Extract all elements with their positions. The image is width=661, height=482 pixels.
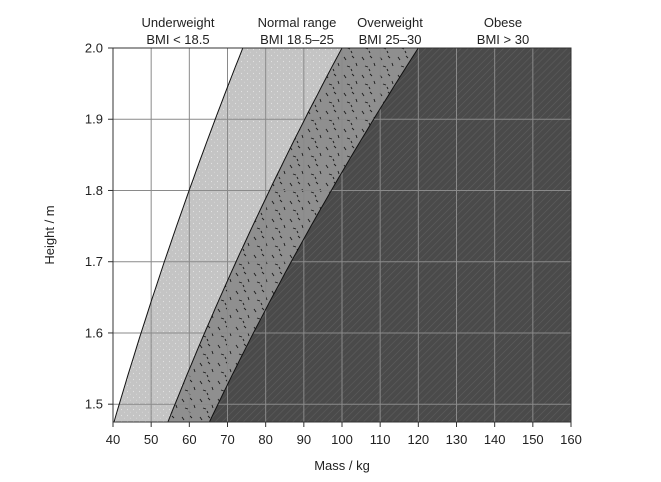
x-tick-label: 120 [407, 432, 429, 447]
x-tick-label: 40 [106, 432, 120, 447]
y-tick-label: 2.0 [85, 41, 103, 56]
x-tick-label: 50 [144, 432, 158, 447]
region-label-range: BMI > 30 [477, 32, 529, 47]
region-label-range: BMI < 18.5 [146, 32, 209, 47]
x-tick-label: 140 [484, 432, 506, 447]
region-label-name: Underweight [142, 15, 215, 30]
x-tick-label: 60 [182, 432, 196, 447]
x-tick-label: 130 [446, 432, 468, 447]
bmi-boundary-25 [167, 48, 343, 422]
region-label-name: Obese [484, 15, 522, 30]
y-tick-label: 1.5 [85, 397, 103, 412]
region-label-name: Normal range [258, 15, 337, 30]
region-overweight [167, 48, 419, 422]
x-tick-label: 160 [560, 432, 582, 447]
x-tick-label: 90 [297, 432, 311, 447]
x-axis-title: Mass / kg [314, 458, 370, 473]
region-label-range: BMI 25–30 [359, 32, 422, 47]
x-tick-label: 70 [220, 432, 234, 447]
region-underweight [113, 48, 243, 422]
x-tick-label: 100 [331, 432, 353, 447]
region-obese [209, 48, 571, 422]
y-tick-label: 1.8 [85, 183, 103, 198]
y-axis-title: Height / m [42, 205, 57, 264]
bmi-boundary-18-5 [113, 48, 244, 422]
x-tick-label: 150 [522, 432, 544, 447]
bmi-boundary-30 [208, 48, 419, 422]
y-tick-label: 1.7 [85, 254, 103, 269]
x-tick-label: 110 [370, 432, 391, 447]
region-label-range: BMI 18.5–25 [260, 32, 334, 47]
y-tick-label: 1.9 [85, 112, 103, 127]
region-label-name: Overweight [357, 15, 423, 30]
x-tick-label: 80 [258, 432, 272, 447]
y-tick-label: 1.6 [85, 325, 103, 340]
